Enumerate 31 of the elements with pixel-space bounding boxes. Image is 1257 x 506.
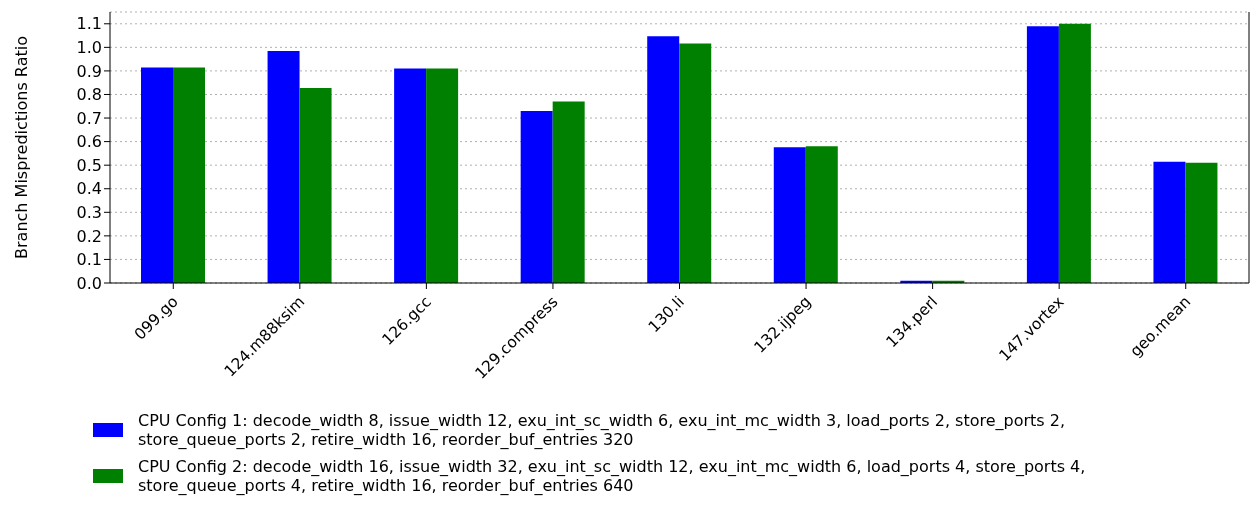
bar <box>1058 23 1091 283</box>
bar <box>299 88 332 283</box>
y-tick-label: 0.8 <box>76 85 102 105</box>
y-tick-label: 0.5 <box>76 155 102 175</box>
y-tick-label: 0.3 <box>76 202 102 222</box>
y-tick-label: 0.9 <box>76 61 102 81</box>
y-tick-label: 0.2 <box>76 226 102 246</box>
bar <box>1026 26 1059 283</box>
bar <box>647 36 680 283</box>
y-tick-label: 0.6 <box>76 132 102 152</box>
bar <box>552 101 585 283</box>
y-tick-label: 0.0 <box>76 273 102 293</box>
bar <box>173 67 206 283</box>
bar <box>520 110 553 283</box>
y-tick-label: 0.4 <box>76 179 102 199</box>
y-tick-label: 1.0 <box>76 38 102 58</box>
bar <box>1153 161 1186 283</box>
legend-label: CPU Config 2: decode_width 16, issue_width 32, exu_int_sc_width 12, exu_int_mc_width 6, load_ports 4, store_ports 4, store_queue_ports 4, retire_width 16, reorder_buf_entries 640 <box>138 457 1087 495</box>
bar <box>773 147 806 283</box>
bar <box>267 50 300 283</box>
bar <box>426 68 459 283</box>
bar <box>141 67 174 283</box>
bar <box>679 43 712 283</box>
bar <box>394 68 427 283</box>
y-tick-label: 0.1 <box>76 250 102 270</box>
y-tick-label: 1.1 <box>76 14 102 34</box>
bar <box>805 146 838 283</box>
legend-label: CPU Config 1: decode_width 8, issue_width 12, exu_int_sc_width 6, exu_int_mc_width 3, load_ports 2, store_ports 2, store_queue_ports 2, retire_width 16, reorder_buf_entries 320 <box>138 411 1066 449</box>
bar <box>1185 162 1218 283</box>
y-axis-title: Branch Mispredictions Ratio <box>11 36 31 259</box>
y-tick-label: 0.7 <box>76 108 102 128</box>
